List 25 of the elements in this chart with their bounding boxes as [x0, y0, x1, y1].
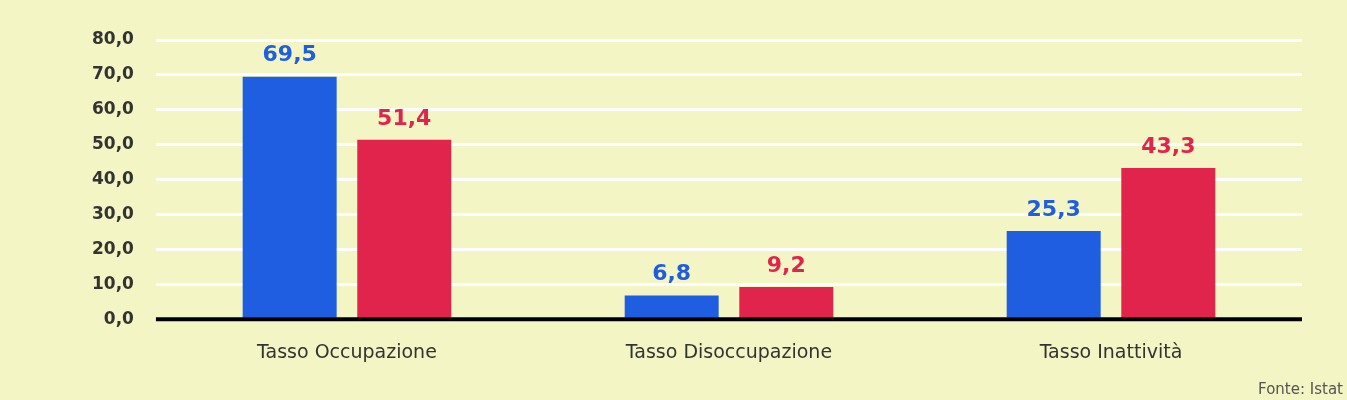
y-tick-label: 0,0 — [103, 307, 135, 328]
y-tick-label: 30,0 — [91, 202, 135, 223]
data-label: 51,4 — [377, 104, 432, 130]
x-tick-label: Tasso Disoccupazione — [624, 339, 833, 362]
bar — [1121, 168, 1216, 318]
data-label: 69,5 — [262, 41, 317, 67]
data-label: 25,3 — [1026, 195, 1081, 221]
bar — [242, 76, 337, 318]
x-tick-label: Tasso Occupazione — [256, 339, 437, 362]
y-tick-label: 70,0 — [91, 63, 135, 84]
data-label: 6,8 — [652, 260, 692, 286]
y-tick-label: 40,0 — [91, 168, 135, 189]
y-tick-label: 50,0 — [91, 133, 135, 154]
y-tick-label: 20,0 — [91, 237, 135, 258]
x-tick-label: Tasso Inattività — [1038, 339, 1183, 362]
y-tick-label: 10,0 — [91, 272, 135, 293]
y-tick-label: 80,0 — [91, 28, 135, 49]
data-label: 43,3 — [1141, 132, 1196, 158]
data-label: 9,2 — [766, 251, 806, 277]
bar — [739, 287, 834, 318]
y-tick-label: 60,0 — [91, 98, 135, 119]
source-note: Fonte: Istat — [1258, 380, 1343, 398]
bar — [357, 139, 452, 318]
bar — [1006, 230, 1101, 318]
bar — [624, 295, 719, 318]
